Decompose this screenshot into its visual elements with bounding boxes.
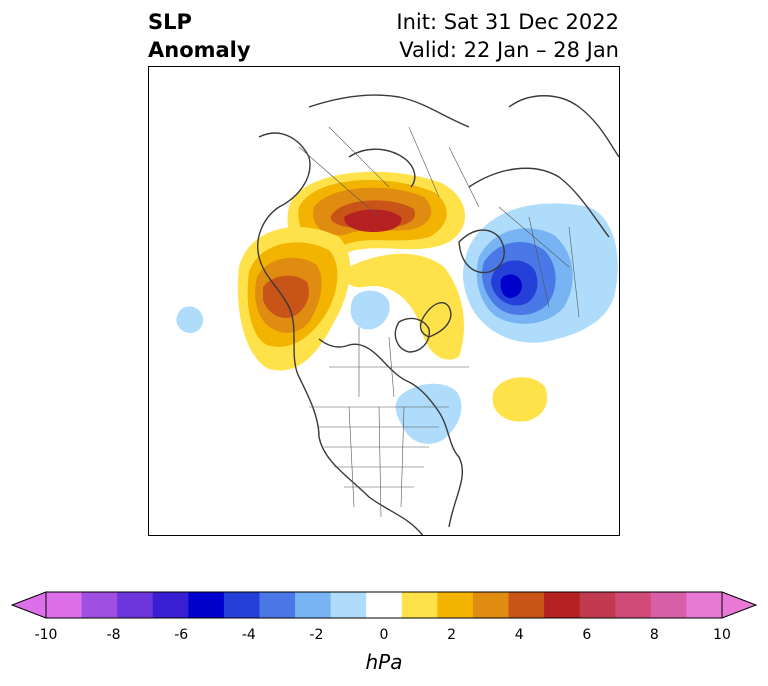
coastlines	[257, 94, 619, 535]
colorbar-extend-min	[10, 591, 47, 619]
colorbar-segment	[295, 592, 332, 618]
map-panel	[148, 66, 620, 536]
positive-anomaly-atlantic	[492, 377, 548, 422]
tick-label: 6	[582, 627, 592, 643]
negative-anomaly-pacific	[176, 306, 204, 334]
tick-label: -8	[106, 627, 121, 643]
colorbar-extend-max	[721, 591, 758, 619]
title-anomaly: Anomaly	[148, 38, 251, 62]
colorbar-segment	[223, 592, 260, 618]
colorbar-segment	[259, 592, 296, 618]
colorbar-segment	[437, 592, 474, 618]
colorbar-segment	[152, 592, 189, 618]
colorbar-segment	[615, 592, 652, 618]
colorbar-segment	[650, 592, 687, 618]
tick-label: 10	[713, 627, 731, 643]
colorbar-segment	[46, 592, 83, 618]
negative-anomaly-europe	[463, 203, 618, 343]
colorbar-segment	[330, 592, 367, 618]
colorbar-segment	[508, 592, 545, 618]
title-left: SLP Anomaly	[148, 8, 251, 64]
tick-label: -10	[34, 627, 58, 643]
tick-label: -6	[174, 627, 189, 643]
colorbar-segment	[579, 592, 616, 618]
colorbar-segment	[188, 592, 225, 618]
tick-label: 0	[379, 627, 389, 643]
tick-label: 4	[514, 627, 524, 643]
title-right: Init: Sat 31 Dec 2022 Valid: 22 Jan – 28…	[396, 8, 619, 64]
colorbar-segment	[686, 592, 723, 618]
tick-label: 8	[649, 627, 659, 643]
colorbar-segment	[117, 592, 154, 618]
init-date: Init: Sat 31 Dec 2022	[396, 10, 619, 34]
colorbar-unit: hPa	[365, 650, 403, 674]
tick-label: 2	[447, 627, 457, 643]
title-slp: SLP	[148, 10, 192, 34]
negative-anomaly-canada	[395, 383, 462, 444]
valid-range: Valid: 22 Jan – 28 Jan	[399, 38, 619, 62]
colorbar-segment	[401, 592, 438, 618]
negative-anomaly-pole	[350, 290, 390, 330]
political-borders	[298, 126, 580, 518]
positive-anomaly-arc	[344, 253, 464, 360]
anomaly-map	[176, 94, 619, 535]
colorbar	[10, 591, 758, 619]
tick-label: -4	[241, 627, 256, 643]
tick-label: -2	[309, 627, 324, 643]
colorbar-segment	[472, 592, 510, 618]
colorbar-segment	[81, 592, 118, 618]
colorbar-segment	[366, 592, 403, 618]
colorbar-segment	[544, 592, 581, 618]
